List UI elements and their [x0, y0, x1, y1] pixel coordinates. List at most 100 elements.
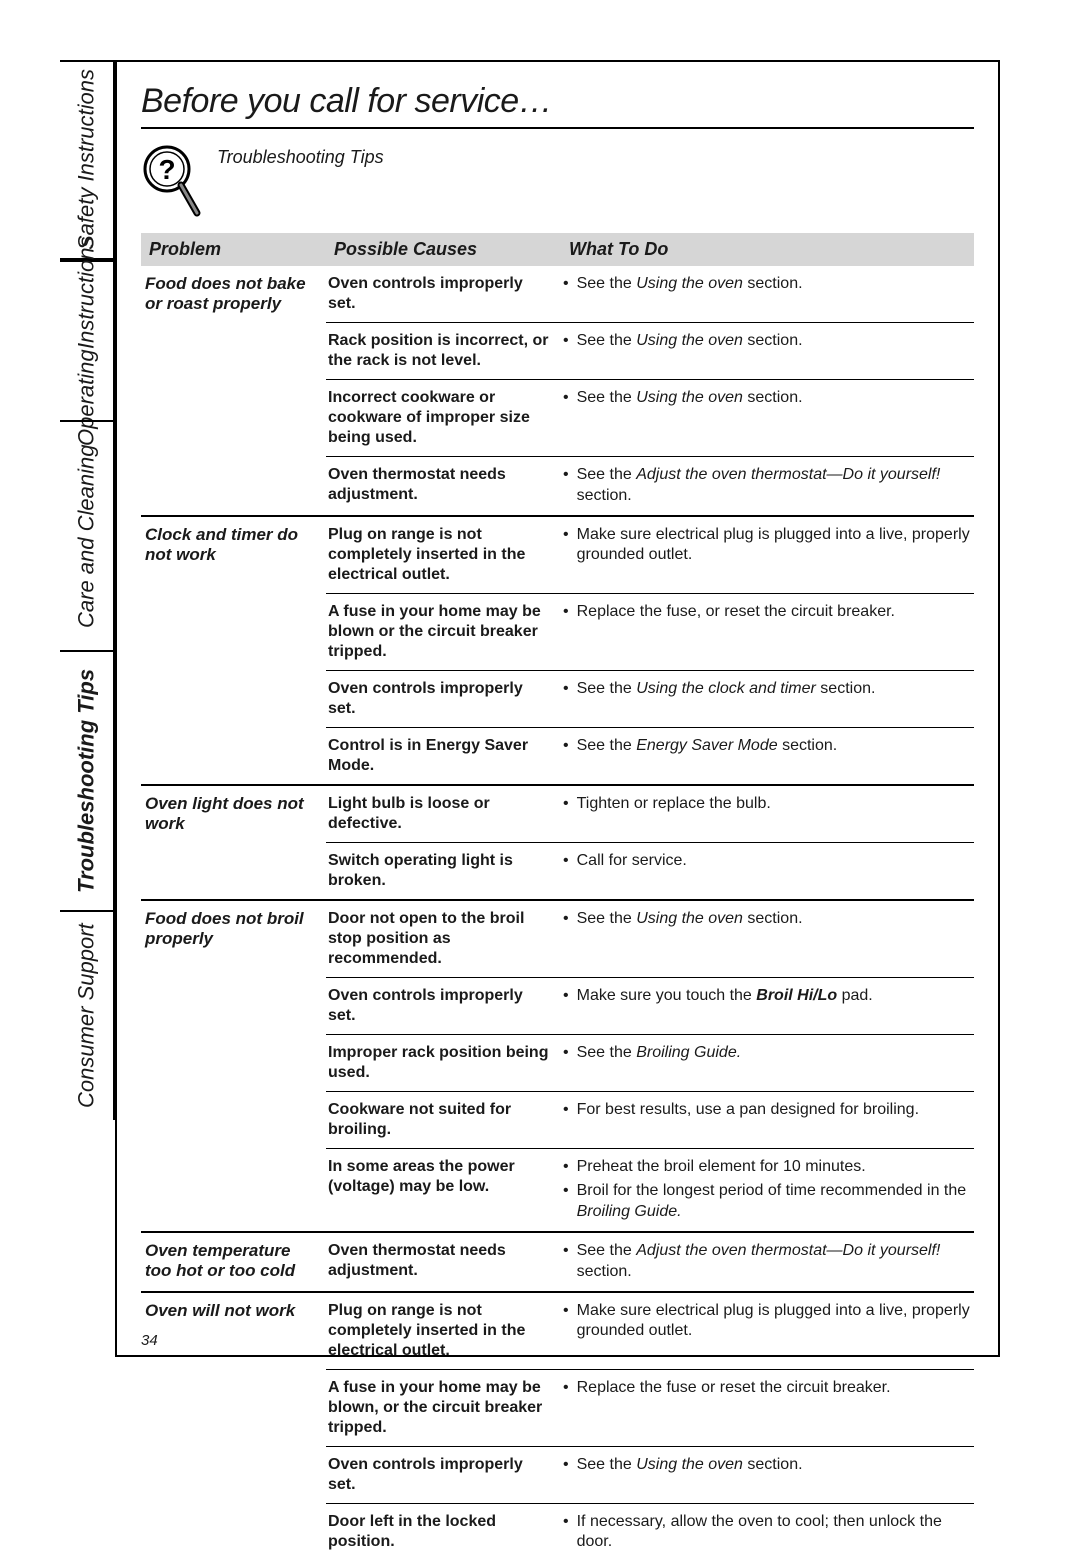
todo-text: Broil for the longest period of time rec…	[577, 1181, 970, 1223]
subtitle: Troubleshooting Tips	[217, 147, 384, 168]
bullet-icon: •	[563, 525, 569, 567]
problem-cell: Food does not bake or roast properly	[141, 266, 326, 516]
side-tab-label: Safety Instructions	[74, 70, 100, 251]
cause-cell: Oven controls improperly set.	[326, 1446, 561, 1503]
cause-cell: Oven thermostat needs adjustment.	[326, 457, 561, 516]
cause-cell: Incorrect cookware or cookware of improp…	[326, 380, 561, 457]
side-tab[interactable]: Safety Instructions	[60, 60, 115, 260]
bullet-icon: •	[563, 1181, 569, 1223]
todo-text: Call for service.	[577, 851, 687, 872]
todo-cell: •Preheat the broil element for 10 minute…	[561, 1148, 974, 1232]
problem-cell: Oven light does not work	[141, 785, 326, 900]
cause-cell: Plug on range is not completely inserted…	[326, 516, 561, 594]
cause-cell: Oven controls improperly set.	[326, 266, 561, 323]
bullet-icon: •	[563, 909, 569, 930]
table-row: Food does not broil properlyDoor not ope…	[141, 900, 974, 978]
side-tab-label: Troubleshooting Tips	[74, 669, 100, 893]
bullet-icon: •	[563, 986, 569, 1007]
problem-cell: Oven temperature too hot or too cold	[141, 1232, 326, 1292]
todo-text: See the Broiling Guide.	[577, 1043, 742, 1064]
todo-text: See the Adjust the oven thermostat—Do it…	[577, 465, 970, 507]
table-row: Oven light does not workLight bulb is lo…	[141, 785, 974, 843]
side-tab[interactable]: Consumer Support	[60, 910, 115, 1120]
cause-cell: A fuse in your home may be blown or the …	[326, 593, 561, 670]
todo-text: Replace the fuse or reset the circuit br…	[577, 1378, 891, 1399]
side-tab-label: Care and Cleaning	[74, 444, 100, 627]
side-tab[interactable]: OperatingInstructions	[60, 260, 115, 420]
bullet-icon: •	[563, 1301, 569, 1343]
todo-text: Make sure you touch the Broil Hi/Lo pad.	[577, 986, 873, 1007]
side-tab[interactable]: Care and Cleaning	[60, 420, 115, 650]
todo-text: See the Energy Saver Mode section.	[577, 736, 838, 757]
cause-cell: In some areas the power (voltage) may be…	[326, 1148, 561, 1232]
todo-text: For best results, use a pan designed for…	[577, 1100, 919, 1121]
todo-cell: • See the Using the oven section.	[561, 323, 974, 380]
troubleshooting-table: Problem Possible Causes What To Do Food …	[141, 233, 974, 1561]
content-area: Before you call for service… ? Troublesh…	[115, 60, 1000, 1357]
todo-text: See the Adjust the oven thermostat—Do it…	[577, 1241, 970, 1283]
table-row: Oven temperature too hot or too coldOven…	[141, 1232, 974, 1292]
table-header-row: Problem Possible Causes What To Do	[141, 233, 974, 266]
svg-text:?: ?	[158, 154, 175, 185]
todo-text: Make sure electrical plug is plugged int…	[577, 525, 970, 567]
bullet-icon: •	[563, 1157, 569, 1178]
problem-cell: Clock and timer do not work	[141, 516, 326, 785]
bullet-icon: •	[563, 388, 569, 409]
todo-text: See the Using the oven section.	[577, 909, 803, 930]
todo-cell: •Make sure electrical plug is plugged in…	[561, 516, 974, 594]
cause-cell: Oven controls improperly set.	[326, 670, 561, 727]
todo-cell: • See the Using the clock and timer secti…	[561, 670, 974, 727]
cause-cell: Door not open to the broil stop position…	[326, 900, 561, 978]
page-title: Before you call for service…	[141, 82, 974, 129]
todo-text: See the Using the oven section.	[577, 1455, 803, 1476]
todo-cell: • Make sure you touch the Broil Hi/Lo pad…	[561, 977, 974, 1034]
problem-cell: Food does not broil properly	[141, 900, 326, 1232]
todo-cell: • See the Broiling Guide.	[561, 1034, 974, 1091]
cause-cell: Door left in the locked position.	[326, 1503, 561, 1561]
side-tab-label: Consumer Support	[74, 924, 100, 1109]
th-causes: Possible Causes	[326, 233, 561, 266]
side-tab[interactable]: Troubleshooting Tips	[60, 650, 115, 910]
todo-cell: •See the Adjust the oven thermostat—Do i…	[561, 457, 974, 516]
bullet-icon: •	[563, 1455, 569, 1476]
cause-cell: Switch operating light is broken.	[326, 842, 561, 900]
bullet-icon: •	[563, 1100, 569, 1121]
th-problem: Problem	[141, 233, 326, 266]
bullet-icon: •	[563, 736, 569, 757]
todo-text: See the Using the oven section.	[577, 331, 803, 352]
bullet-icon: •	[563, 331, 569, 352]
todo-cell: • See the Using the oven section.	[561, 1446, 974, 1503]
subtitle-row: ? Troubleshooting Tips	[141, 143, 974, 223]
problem-cell: Oven will not work	[141, 1292, 326, 1561]
todo-text: Replace the fuse, or reset the circuit b…	[577, 602, 895, 623]
todo-text: If necessary, allow the oven to cool; th…	[577, 1512, 970, 1554]
todo-text: See the Using the clock and timer sectio…	[577, 679, 876, 700]
table-body: Food does not bake or roast properlyOven…	[141, 266, 974, 1561]
table-row: Oven will not workPlug on range is not c…	[141, 1292, 974, 1370]
table-row: Food does not bake or roast properlyOven…	[141, 266, 974, 323]
bullet-icon: •	[563, 1512, 569, 1554]
cause-cell: Light bulb is loose or defective.	[326, 785, 561, 843]
bullet-icon: •	[563, 679, 569, 700]
cause-cell: Oven thermostat needs adjustment.	[326, 1232, 561, 1292]
todo-cell: • See the Using the oven section.	[561, 900, 974, 978]
todo-text: See the Using the oven section.	[577, 388, 803, 409]
bullet-icon: •	[563, 274, 569, 295]
cause-cell: Plug on range is not completely inserted…	[326, 1292, 561, 1370]
bullet-icon: •	[563, 602, 569, 623]
todo-cell: • See the Using the oven section.	[561, 266, 974, 323]
cause-cell: Rack position is incorrect, or the rack …	[326, 323, 561, 380]
bullet-icon: •	[563, 1043, 569, 1064]
todo-cell: •Tighten or replace the bulb.	[561, 785, 974, 843]
page-number: 34	[141, 1332, 158, 1349]
side-tabs: Safety Instructions OperatingInstructions…	[60, 60, 115, 1357]
todo-cell: • Replace the fuse, or reset the circuit …	[561, 593, 974, 670]
todo-cell: • See the Using the oven section.	[561, 380, 974, 457]
todo-cell: •If necessary, allow the oven to cool; t…	[561, 1503, 974, 1561]
cause-cell: A fuse in your home may be blown, or the…	[326, 1369, 561, 1446]
todo-text: See the Using the oven section.	[577, 274, 803, 295]
todo-cell: • See the Energy Saver Mode section.	[561, 727, 974, 785]
cause-cell: Oven controls improperly set.	[326, 977, 561, 1034]
todo-cell: •Make sure electrical plug is plugged in…	[561, 1292, 974, 1370]
manual-page: Safety Instructions OperatingInstructions…	[60, 60, 1000, 1357]
